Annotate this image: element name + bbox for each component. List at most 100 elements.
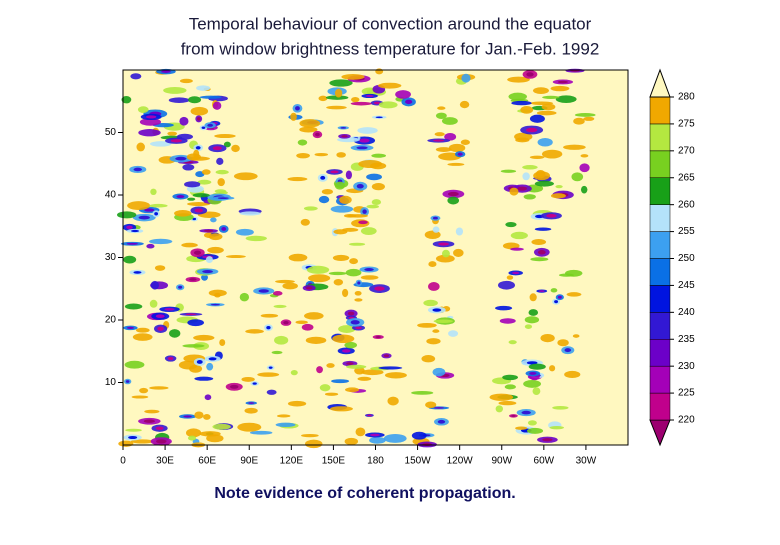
- field-blob: [121, 96, 132, 104]
- field-blob: [433, 407, 445, 409]
- field-blob: [580, 154, 589, 158]
- field-blob: [521, 410, 531, 415]
- field-blob: [495, 405, 504, 413]
- field-blob: [203, 414, 211, 420]
- field-blob: [510, 247, 524, 251]
- field-blob: [433, 319, 453, 323]
- field-blob: [118, 440, 134, 447]
- field-blob: [331, 379, 350, 384]
- field-blob: [333, 229, 348, 235]
- field-blob: [205, 256, 213, 264]
- field-blob: [225, 255, 246, 259]
- field-blob: [495, 305, 513, 311]
- field-blob: [199, 431, 221, 437]
- field-blob: [194, 411, 204, 419]
- colorbar-box: [649, 96, 671, 125]
- field-blob: [219, 339, 226, 347]
- field-blob: [214, 133, 236, 139]
- field-blob: [355, 326, 362, 330]
- field-blob: [184, 181, 201, 188]
- field-blob: [498, 400, 517, 406]
- field-blob: [330, 205, 354, 213]
- colorbar-label: 250: [678, 253, 695, 264]
- colorbar-box: [649, 258, 671, 286]
- field-blob: [175, 156, 187, 161]
- x-tick-label: 0: [120, 456, 126, 467]
- field-blob: [318, 195, 330, 204]
- field-blob: [512, 271, 520, 275]
- field-blob: [515, 426, 528, 430]
- field-blob: [336, 152, 346, 158]
- field-blob: [252, 382, 257, 385]
- field-blob: [411, 390, 434, 395]
- field-blob: [192, 193, 210, 198]
- field-blob: [229, 384, 239, 389]
- field-blob: [550, 193, 566, 199]
- field-blob: [149, 299, 158, 308]
- field-blob: [290, 112, 297, 121]
- field-blob: [239, 292, 250, 302]
- field-blob: [139, 387, 149, 394]
- field-blob: [324, 392, 339, 396]
- field-blob: [260, 313, 279, 318]
- field-blob: [507, 76, 530, 83]
- field-blob: [531, 239, 547, 246]
- field-blob: [188, 96, 202, 104]
- field-blob: [328, 271, 347, 276]
- field-blob: [303, 206, 318, 211]
- field-blob: [207, 246, 224, 254]
- field-blob: [268, 366, 273, 369]
- field-blob: [189, 278, 197, 281]
- field-blob: [334, 181, 345, 190]
- field-blob: [296, 152, 310, 159]
- field-blob: [181, 242, 198, 248]
- field-blob: [366, 173, 383, 181]
- field-blob: [248, 402, 255, 404]
- field-blob: [348, 242, 366, 246]
- field-blob: [266, 325, 271, 330]
- field-blob: [139, 118, 162, 126]
- field-blob: [287, 176, 308, 182]
- colorbar-box: [649, 231, 671, 259]
- field-blob: [497, 280, 516, 290]
- field-blob: [195, 146, 201, 150]
- field-blob: [305, 286, 313, 290]
- field-blob: [202, 270, 213, 274]
- field-blob: [428, 261, 437, 268]
- field-blob: [217, 178, 225, 187]
- field-blob: [204, 394, 212, 401]
- field-blob: [447, 162, 465, 166]
- field-blob: [163, 86, 187, 94]
- field-blob: [532, 87, 549, 95]
- field-blob: [333, 278, 344, 286]
- field-blob: [170, 139, 183, 143]
- field-blob: [283, 321, 289, 325]
- field-blob: [583, 116, 595, 121]
- field-blob: [499, 318, 516, 324]
- colorbar-label: 265: [678, 172, 695, 183]
- field-blob: [178, 360, 198, 370]
- field-blob: [369, 436, 386, 444]
- field-blob: [196, 85, 211, 91]
- field-blob: [231, 144, 240, 153]
- field-blob: [563, 144, 586, 150]
- field-blob: [557, 295, 562, 299]
- field-blob: [378, 82, 402, 89]
- field-blob: [330, 170, 339, 174]
- field-blob: [552, 405, 569, 410]
- field-blob: [522, 172, 530, 181]
- field-blob: [223, 141, 231, 148]
- field-blob: [185, 428, 202, 438]
- field-blob: [297, 139, 308, 146]
- field-blob: [344, 437, 359, 445]
- field-blob: [387, 396, 399, 406]
- field-blob: [258, 289, 269, 293]
- field-blob: [527, 427, 544, 434]
- field-blob: [144, 409, 160, 414]
- field-blob: [425, 401, 437, 409]
- field-blob: [306, 265, 330, 274]
- field-blob: [441, 117, 458, 125]
- field-blob: [197, 179, 212, 185]
- field-blob: [167, 131, 178, 136]
- field-blob: [573, 117, 585, 125]
